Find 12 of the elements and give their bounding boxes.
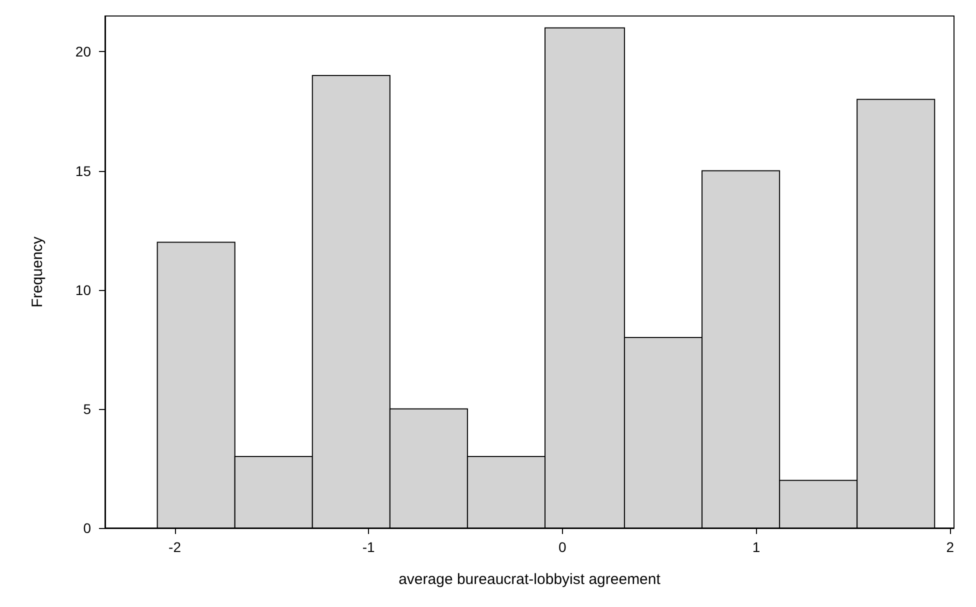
x-tick-label: -1 bbox=[362, 539, 376, 555]
x-axis-title: average bureaucrat-lobbyist agreement bbox=[398, 571, 662, 588]
x-tick-label: 2 bbox=[946, 539, 954, 555]
y-tick-label: 20 bbox=[75, 44, 92, 60]
x-tick-label: 0 bbox=[558, 539, 567, 555]
y-axis-title: Frequency bbox=[29, 236, 46, 308]
y-tick-label: 0 bbox=[83, 520, 92, 536]
y-tick-label: 5 bbox=[83, 400, 92, 417]
y-tick-label: 10 bbox=[75, 282, 92, 298]
y-tick-label: 15 bbox=[75, 162, 92, 179]
x-tick-label: -2 bbox=[168, 539, 182, 555]
x-tick-label: 1 bbox=[752, 539, 760, 555]
